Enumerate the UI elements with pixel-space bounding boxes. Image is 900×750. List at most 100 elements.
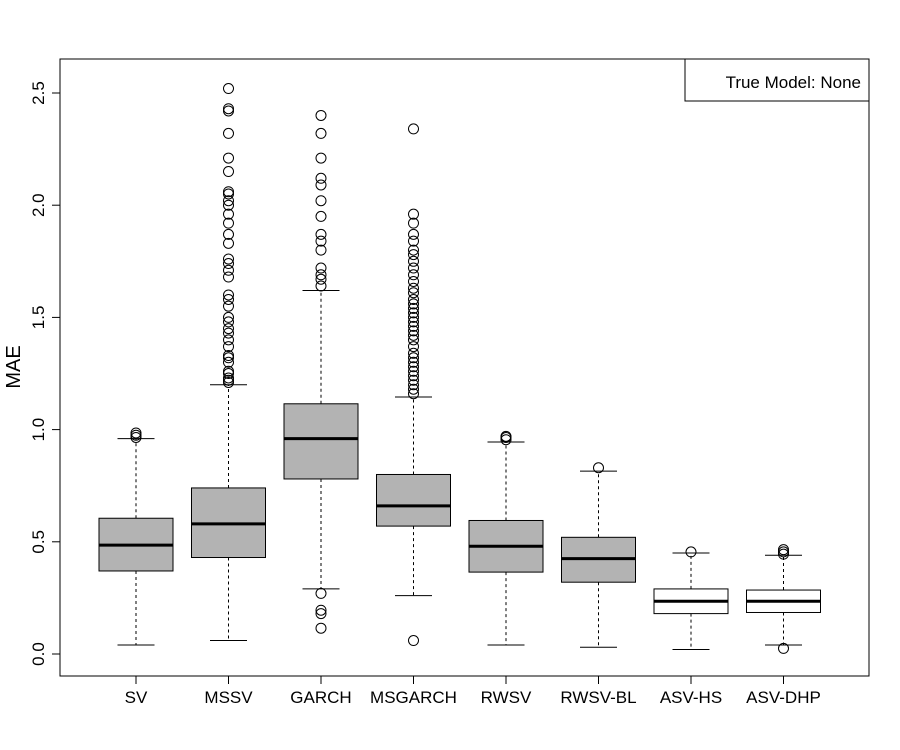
outlier-point bbox=[408, 287, 419, 299]
outlier-point bbox=[408, 269, 419, 281]
box-asv-dhp bbox=[746, 544, 821, 654]
outlier-point bbox=[315, 172, 327, 184]
outlier-point bbox=[223, 83, 234, 95]
y-axis: 0.0 0.5 1.0 1.5 2.0 2.5 bbox=[29, 81, 61, 666]
y-tick-label: 1.5 bbox=[29, 306, 48, 330]
legend: True Model: None bbox=[684, 58, 870, 102]
outlier-point bbox=[223, 188, 234, 200]
outlier-point bbox=[223, 327, 234, 339]
outlier-point bbox=[408, 352, 419, 364]
outlier-point bbox=[223, 127, 234, 139]
outlier-point bbox=[315, 179, 327, 191]
box-rwsv bbox=[468, 430, 544, 646]
outlier-point bbox=[685, 546, 697, 558]
outlier-point bbox=[223, 195, 234, 207]
outlier-point bbox=[223, 253, 234, 265]
outlier-point bbox=[223, 258, 234, 270]
outlier-point bbox=[408, 356, 419, 368]
outlier-point bbox=[223, 217, 234, 229]
outlier-point bbox=[223, 372, 234, 384]
outlier-point bbox=[408, 379, 419, 391]
box-garch bbox=[283, 109, 359, 634]
outlier-point bbox=[408, 347, 419, 359]
outlier-point bbox=[778, 544, 789, 556]
box-iqr bbox=[283, 403, 359, 480]
outlier-point bbox=[408, 374, 419, 386]
outlier-point bbox=[223, 356, 234, 368]
outlier-point bbox=[315, 235, 327, 247]
outlier-point bbox=[223, 334, 234, 346]
outlier-point bbox=[315, 109, 327, 121]
y-tick-label: 2.5 bbox=[29, 81, 48, 105]
outlier-point bbox=[408, 255, 419, 267]
outlier-point bbox=[408, 293, 419, 305]
x-tick-label: MSGARCH bbox=[370, 688, 457, 707]
outlier-point bbox=[315, 127, 327, 139]
outlier-point bbox=[408, 123, 419, 135]
outlier-point bbox=[130, 431, 142, 443]
outlier-point bbox=[223, 228, 234, 240]
x-tick-label: RWSV-BL bbox=[560, 688, 636, 707]
box-sv bbox=[98, 427, 174, 646]
outlier-point bbox=[223, 365, 234, 377]
outlier-point bbox=[408, 635, 419, 647]
outlier-point bbox=[223, 293, 234, 305]
legend-box bbox=[684, 58, 870, 102]
outlier-point bbox=[593, 462, 604, 474]
outlier-point bbox=[223, 352, 234, 364]
outlier-point bbox=[223, 105, 234, 117]
outlier-point bbox=[408, 320, 419, 332]
outlier-point bbox=[315, 622, 327, 634]
outlier-point bbox=[315, 280, 327, 292]
outlier-point bbox=[408, 361, 419, 373]
outlier-point bbox=[315, 604, 327, 616]
x-tick-label: ASV-DHP bbox=[746, 688, 821, 707]
outlier-point bbox=[408, 302, 419, 314]
x-tick-label: ASV-HS bbox=[660, 688, 722, 707]
boxes-group bbox=[98, 83, 821, 654]
outlier-point bbox=[408, 311, 419, 323]
box-asv-hs bbox=[653, 546, 729, 651]
outlier-point bbox=[223, 316, 234, 328]
outlier-point bbox=[223, 271, 234, 283]
outlier-point bbox=[408, 244, 419, 256]
outlier-point bbox=[223, 300, 234, 312]
outlier-point bbox=[408, 217, 419, 229]
plot-frame bbox=[59, 58, 870, 677]
legend-text: True Model: None bbox=[726, 73, 861, 92]
outlier-point bbox=[223, 166, 234, 178]
outlier-point bbox=[315, 262, 327, 274]
outlier-point bbox=[223, 350, 234, 362]
outlier-point bbox=[408, 262, 419, 274]
outlier-point bbox=[315, 152, 327, 164]
outlier-point bbox=[408, 341, 419, 353]
box-msgarch bbox=[376, 123, 451, 647]
outlier-point bbox=[408, 383, 419, 395]
outlier-point bbox=[408, 316, 419, 328]
box-rwsv-bl bbox=[561, 462, 636, 648]
x-tick-label: MSSV bbox=[204, 688, 253, 707]
y-tick-label: 2.0 bbox=[29, 193, 48, 217]
outlier-point bbox=[408, 298, 419, 310]
box-mssv bbox=[191, 83, 266, 642]
outlier-point bbox=[315, 244, 327, 256]
outlier-point bbox=[223, 152, 234, 164]
x-tick-label: GARCH bbox=[290, 688, 351, 707]
outlier-point bbox=[223, 289, 234, 301]
outlier-point bbox=[223, 341, 234, 353]
x-tick-label: RWSV bbox=[481, 688, 532, 707]
outlier-point bbox=[408, 388, 419, 400]
outlier-point bbox=[223, 103, 234, 115]
outlier-point bbox=[315, 273, 327, 285]
outlier-point bbox=[223, 208, 234, 220]
outlier-point bbox=[315, 269, 327, 281]
outlier-point bbox=[500, 430, 512, 442]
outlier-point bbox=[223, 264, 234, 276]
outlier-point bbox=[315, 228, 327, 240]
outlier-point bbox=[223, 323, 234, 335]
outlier-point bbox=[223, 199, 234, 211]
outlier-point bbox=[130, 427, 142, 439]
outlier-point bbox=[315, 210, 327, 222]
y-tick-label: 0.0 bbox=[29, 642, 48, 666]
outlier-point bbox=[408, 228, 419, 240]
